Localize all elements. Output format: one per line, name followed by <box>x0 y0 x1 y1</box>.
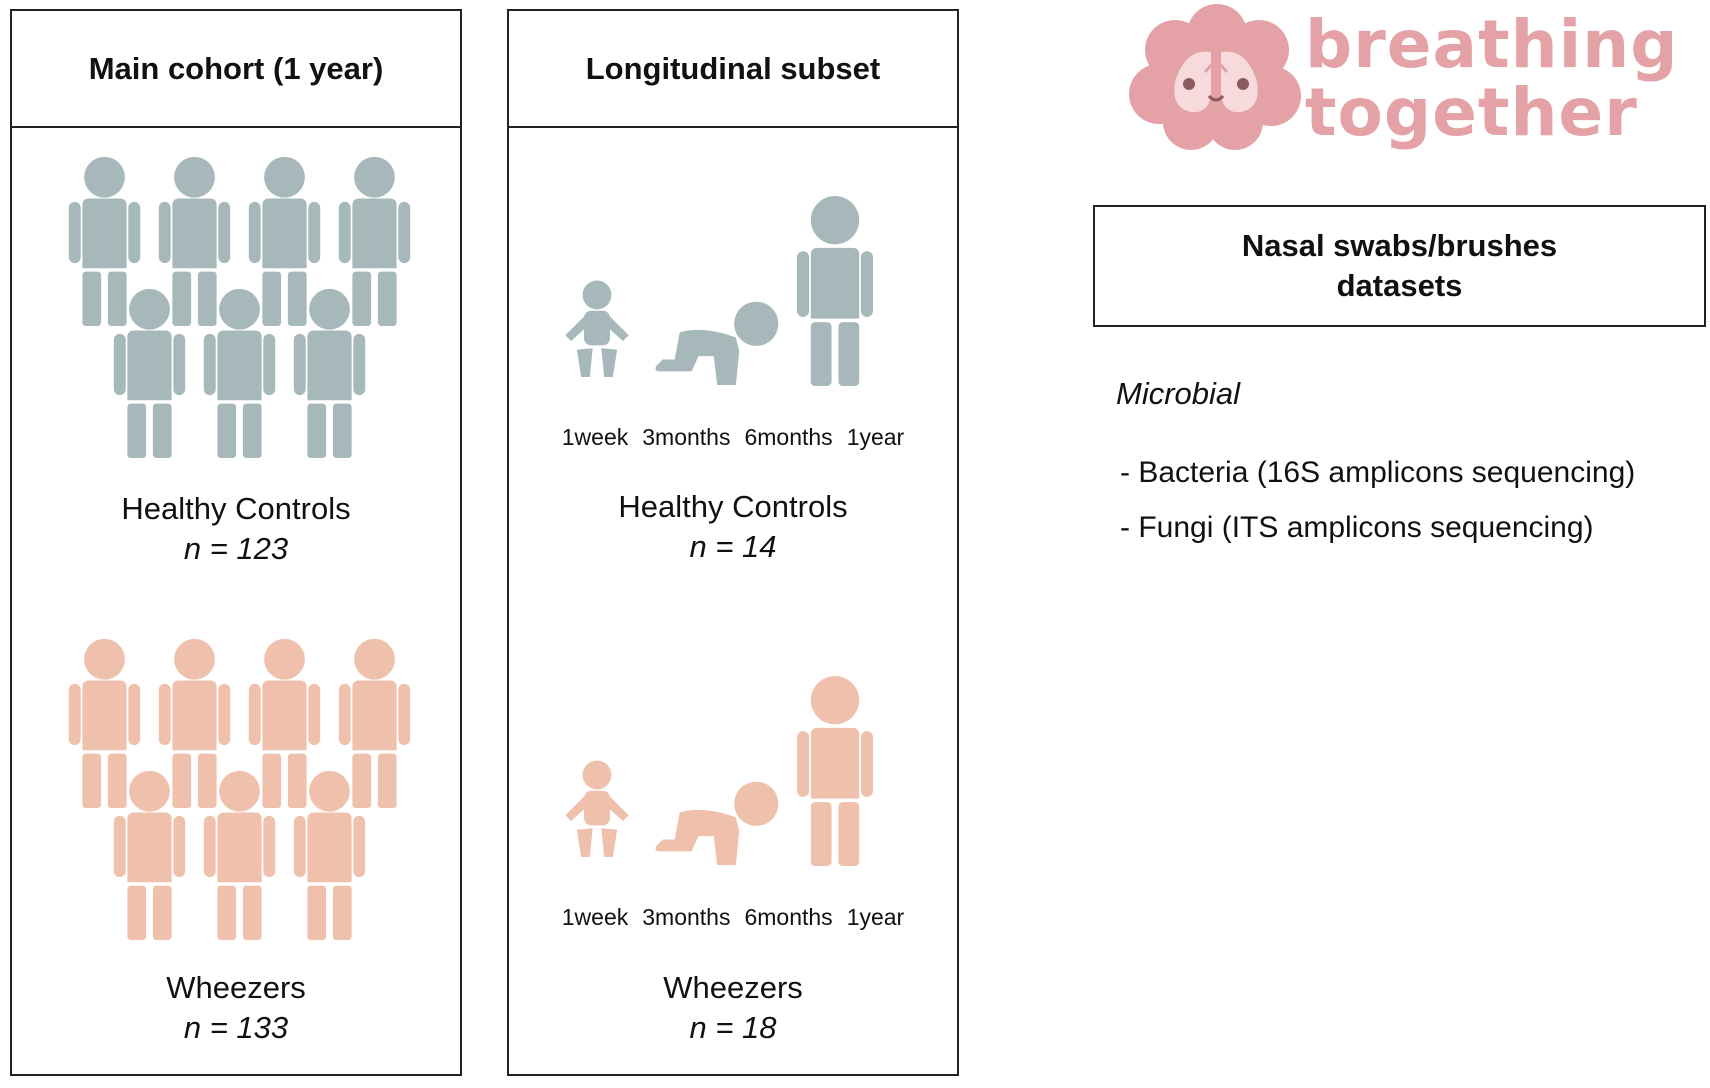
main-healthy-label: Healthy Controls <box>121 491 351 526</box>
lungs-cloud-icon <box>1129 4 1301 150</box>
long-healthy-label: Healthy Controls <box>618 489 848 524</box>
wheezers-crowd-icon <box>68 638 411 940</box>
longitudinal-panel: Longitudinal subset 1week 3months 6month… <box>507 9 959 1076</box>
wheezer-stage-labels: 1week 3months 6months 1year <box>509 904 957 931</box>
stage-label: 1year <box>846 424 905 450</box>
main-wheezers-count: n = 133 <box>183 1010 289 1045</box>
healthy-stage-labels: 1week 3months 6months 1year <box>509 424 957 451</box>
main-healthy-count: n = 123 <box>183 531 289 566</box>
wheezer-growth-stages-icon <box>565 676 873 866</box>
healthy-growth-stages-icon <box>565 196 873 386</box>
main-wheezers-label: Wheezers <box>166 970 306 1005</box>
stage-label: 1week <box>561 904 629 930</box>
stage-label: 6months <box>744 424 833 450</box>
dataset-item-fungi: - Fungi (ITS amplicons sequencing) <box>1120 511 1594 544</box>
logo-text-line1: breathing <box>1305 6 1679 83</box>
breathing-together-logo: breathing together <box>1125 0 1685 160</box>
logo-text-line2: together <box>1305 74 1638 151</box>
datasets-title-line1: Nasal swabs/brushes <box>1241 228 1558 263</box>
stage-label: 6months <box>744 904 833 930</box>
healthy-controls-crowd-icon <box>68 156 411 458</box>
main-cohort-panel: Main cohort (1 year) Healthy Controls n … <box>10 9 462 1076</box>
datasets-box: Nasal swabs/brushes datasets <box>1093 205 1706 327</box>
datasets-title-line2: datasets <box>1336 268 1463 303</box>
dataset-item-bacteria: - Bacteria (16S amplicons sequencing) <box>1120 456 1636 489</box>
stage-label: 1week <box>561 424 629 450</box>
stage-label: 3months <box>642 904 731 930</box>
microbial-heading: Microbial <box>1116 376 1241 411</box>
long-wheezers-label: Wheezers <box>663 970 803 1005</box>
long-wheezers-count: n = 18 <box>689 1010 777 1045</box>
stage-label: 3months <box>642 424 731 450</box>
stage-label: 1year <box>846 904 905 930</box>
main-cohort-title: Main cohort (1 year) <box>12 11 460 128</box>
long-healthy-count: n = 14 <box>689 529 777 564</box>
longitudinal-title: Longitudinal subset <box>509 11 957 128</box>
